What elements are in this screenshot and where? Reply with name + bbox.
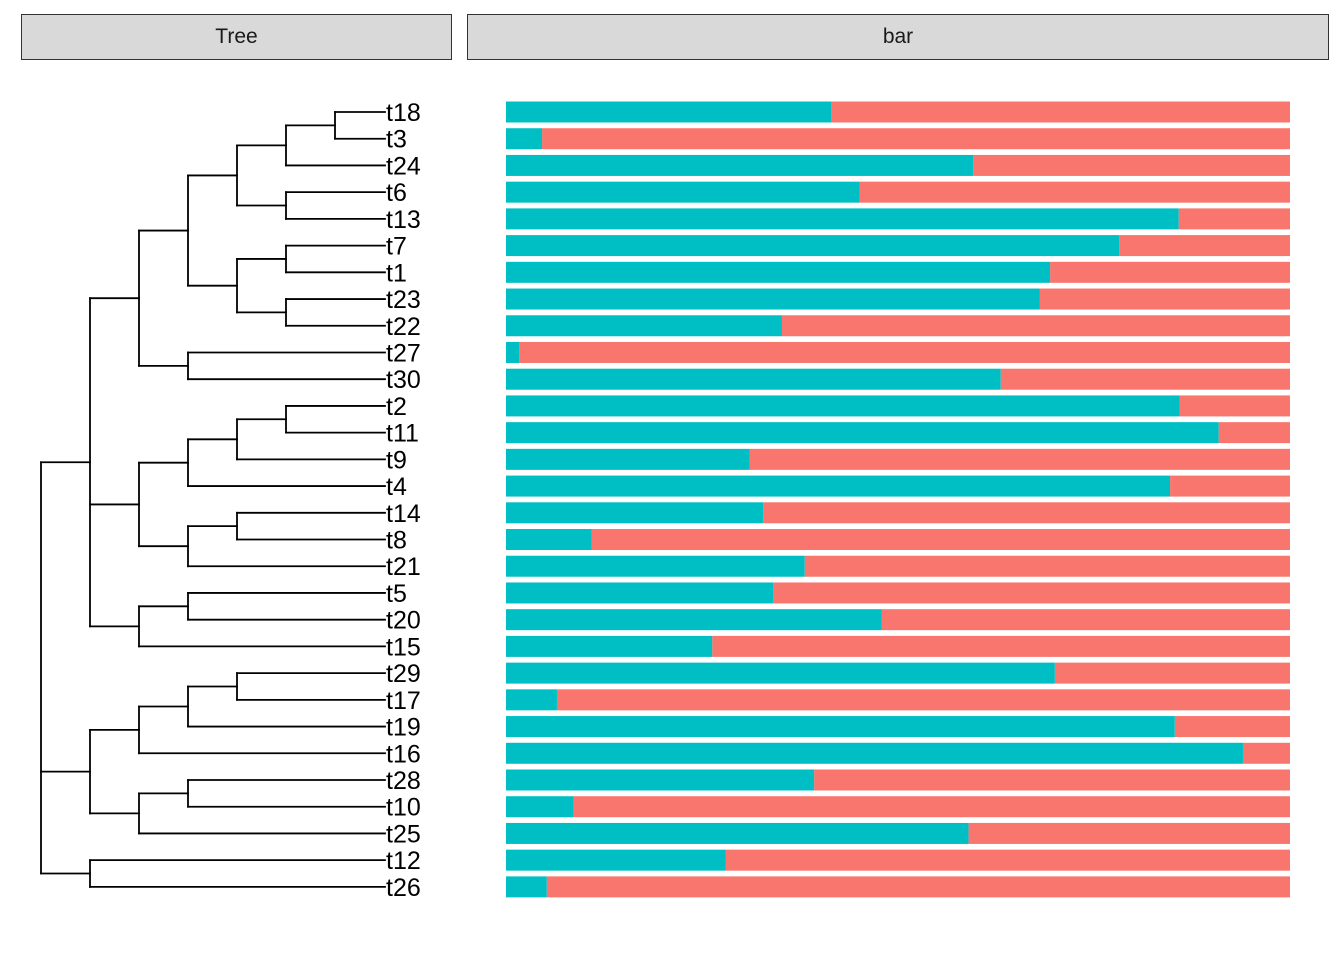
tip-label-t7: t7: [386, 233, 407, 261]
tip-label-t24: t24: [386, 152, 421, 180]
bar-t4-secondary: [1170, 475, 1290, 497]
tip-label-t2: t2: [386, 393, 407, 421]
bar-t17-primary: [506, 689, 557, 711]
bar-t22-secondary: [781, 315, 1290, 337]
bar-t1-secondary: [1050, 261, 1290, 283]
bar-t9-secondary: [749, 448, 1290, 470]
bar-t20-primary: [506, 609, 882, 631]
phylogenetic-tree: [40, 111, 386, 888]
tip-label-t30: t30: [386, 366, 421, 394]
bar-t29-primary: [506, 662, 1055, 684]
bar-t8-secondary: [591, 529, 1290, 551]
bar-t16-secondary: [1242, 742, 1290, 764]
tip-label-t26: t26: [386, 874, 421, 902]
bar-t11-primary: [506, 422, 1219, 444]
tip-label-t8: t8: [386, 527, 407, 555]
tip-label-t14: t14: [386, 500, 421, 528]
tip-label-t29: t29: [386, 660, 421, 688]
tip-label-t19: t19: [386, 714, 421, 742]
bar-t14-secondary: [763, 502, 1290, 524]
bar-t30-secondary: [1000, 368, 1290, 390]
bar-t14-primary: [506, 502, 764, 524]
bar-t26-secondary: [546, 876, 1290, 898]
bar-t12-secondary: [725, 849, 1290, 871]
bar-t16-primary: [506, 742, 1243, 764]
bar-t24-primary: [506, 154, 974, 176]
tip-label-t27: t27: [386, 339, 421, 367]
bar-t23-secondary: [1039, 288, 1290, 310]
bar-t20-secondary: [881, 609, 1290, 631]
bar-t29-secondary: [1054, 662, 1290, 684]
tip-label-t10: t10: [386, 794, 421, 822]
bar-t27-secondary: [519, 341, 1290, 363]
bar-t30-primary: [506, 368, 1001, 390]
bar-t7-primary: [506, 235, 1120, 257]
bar-t19-primary: [506, 716, 1175, 738]
bar-t24-secondary: [973, 154, 1290, 176]
bar-t27-primary: [506, 341, 520, 363]
bar-t12-primary: [506, 849, 726, 871]
tip-label-t9: t9: [386, 446, 407, 474]
bar-t10-secondary: [573, 796, 1290, 818]
bar-t13-primary: [506, 208, 1179, 230]
tip-label-t1: t1: [386, 259, 407, 287]
tip-label-t25: t25: [386, 820, 421, 848]
tip-label-t17: t17: [386, 687, 421, 715]
bar-t2-primary: [506, 395, 1180, 417]
tip-label-t11: t11: [386, 420, 419, 448]
tip-label-t28: t28: [386, 767, 421, 795]
tip-label-t13: t13: [386, 206, 421, 234]
bar-t19-secondary: [1174, 716, 1290, 738]
bar-t25-secondary: [968, 822, 1290, 844]
bar-t22-primary: [506, 315, 782, 337]
bar-t28-primary: [506, 769, 815, 791]
bar-t6-primary: [506, 181, 860, 203]
tip-label-t3: t3: [386, 126, 407, 154]
bar-t26-primary: [506, 876, 547, 898]
bar-t4-primary: [506, 475, 1171, 497]
tip-label-t18: t18: [386, 99, 421, 127]
tip-label-t4: t4: [386, 473, 407, 501]
bar-t15-primary: [506, 635, 713, 657]
bar-t7-secondary: [1119, 235, 1290, 257]
bar-t3-secondary: [542, 128, 1290, 150]
tip-label-t5: t5: [386, 580, 407, 608]
bar-t23-primary: [506, 288, 1040, 310]
bar-t28-secondary: [814, 769, 1290, 791]
bar-t17-secondary: [556, 689, 1290, 711]
bar-t18-primary: [506, 101, 832, 123]
tip-labels: t18t3t24t6t13t7t1t23t22t27t30t2t11t9t4t1…: [386, 99, 421, 902]
tree-panel-title: Tree: [215, 25, 258, 48]
bar-t2-secondary: [1179, 395, 1290, 417]
bar-t5-secondary: [773, 582, 1290, 604]
bar-t8-primary: [506, 529, 592, 551]
tip-label-t12: t12: [386, 847, 421, 875]
bar-t3-primary: [506, 128, 543, 150]
bar-panel-strip: bar: [467, 14, 1329, 60]
bar-t13-secondary: [1178, 208, 1290, 230]
stacked-bars: [506, 101, 1290, 898]
bar-t6-secondary: [859, 181, 1290, 203]
bar-t15-secondary: [712, 635, 1290, 657]
tip-label-t6: t6: [386, 179, 407, 207]
tip-label-t21: t21: [386, 553, 421, 581]
bar-t18-secondary: [831, 101, 1290, 123]
tip-label-t22: t22: [386, 313, 421, 341]
tip-label-t15: t15: [386, 633, 421, 661]
bar-t9-primary: [506, 448, 750, 470]
tip-label-t23: t23: [386, 286, 421, 314]
bar-panel-title: bar: [882, 25, 914, 48]
bar-t21-primary: [506, 555, 805, 577]
bar-t1-primary: [506, 261, 1051, 283]
tree-panel-strip: Tree: [21, 14, 452, 60]
bar-t5-primary: [506, 582, 774, 604]
bar-t10-primary: [506, 796, 574, 818]
tip-label-t20: t20: [386, 607, 421, 635]
bar-t21-secondary: [804, 555, 1290, 577]
tip-label-t16: t16: [386, 740, 421, 768]
bar-t11-secondary: [1218, 422, 1290, 444]
bar-t25-primary: [506, 822, 969, 844]
